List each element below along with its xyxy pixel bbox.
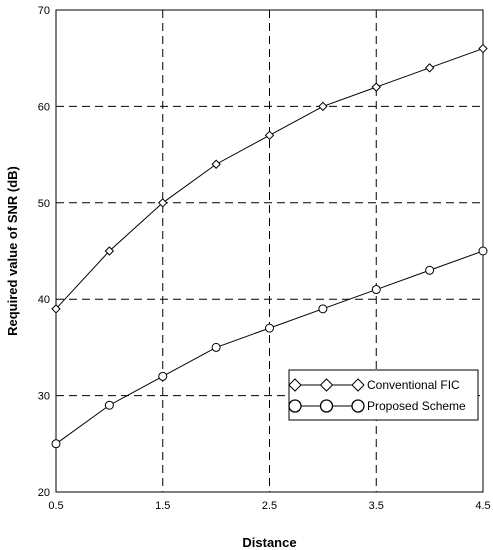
legend-marker-circle	[319, 399, 334, 413]
legend-marker-circle	[351, 399, 365, 413]
data-point-diamond	[424, 63, 435, 73]
y-tick-label: 20	[38, 487, 50, 499]
legend-markers	[288, 399, 365, 413]
legend-entry-proposed-scheme: Proposed Scheme	[288, 399, 466, 413]
legend-marker-diamond	[288, 378, 302, 392]
data-point-diamond	[104, 246, 115, 256]
series-group	[51, 43, 488, 449]
y-tick-label: 50	[38, 198, 50, 210]
legend-marker-diamond	[319, 378, 334, 392]
data-point-diamond	[371, 82, 381, 92]
x-tick-label: 4.5	[475, 500, 490, 512]
y-axis-label: Required value of SNR (dB)	[5, 166, 20, 336]
y-tick-label: 30	[38, 391, 50, 403]
data-point-circle	[425, 265, 435, 275]
data-point-diamond	[211, 159, 221, 169]
data-point-circle	[211, 342, 221, 352]
data-point-circle	[318, 304, 328, 314]
legend: Conventional FIC Proposed Scheme	[288, 369, 479, 421]
data-point-diamond	[51, 304, 61, 314]
data-point-diamond	[158, 198, 168, 208]
x-tick-label: 3.5	[369, 500, 384, 512]
legend-entry-conventional-fic: Conventional FIC	[288, 378, 460, 392]
x-axis-label: Distance	[242, 535, 296, 550]
y-tick-labels: 20 30 40 50 60 70	[38, 5, 50, 499]
y-tick-label: 40	[38, 294, 50, 306]
legend-markers	[288, 378, 365, 392]
x-tick-label: 2.5	[262, 500, 277, 512]
series-conventional-fic	[51, 43, 488, 314]
data-point-circle	[104, 400, 114, 410]
data-point-circle	[265, 323, 274, 333]
data-point-diamond	[264, 130, 275, 141]
data-point-circle	[51, 439, 61, 449]
legend-label: Proposed Scheme	[367, 399, 466, 413]
series-line	[55, 48, 484, 310]
legend-box	[288, 369, 479, 421]
data-point-circle	[371, 285, 381, 295]
legend-label: Conventional FIC	[367, 378, 460, 392]
data-point-diamond	[318, 101, 328, 112]
x-tick-labels: 0.5 1.5 2.5 3.5 4.5	[48, 500, 490, 512]
data-point-diamond	[478, 43, 488, 54]
x-tick-label: 1.5	[155, 500, 170, 512]
series-proposed-scheme	[51, 246, 488, 449]
legend-marker-circle	[288, 399, 302, 413]
data-point-circle	[478, 246, 488, 256]
y-tick-label: 60	[38, 101, 50, 113]
y-tick-label: 70	[38, 5, 50, 17]
x-tick-label: 0.5	[48, 500, 63, 512]
legend-marker-diamond	[351, 378, 365, 392]
data-point-circle	[158, 371, 168, 381]
